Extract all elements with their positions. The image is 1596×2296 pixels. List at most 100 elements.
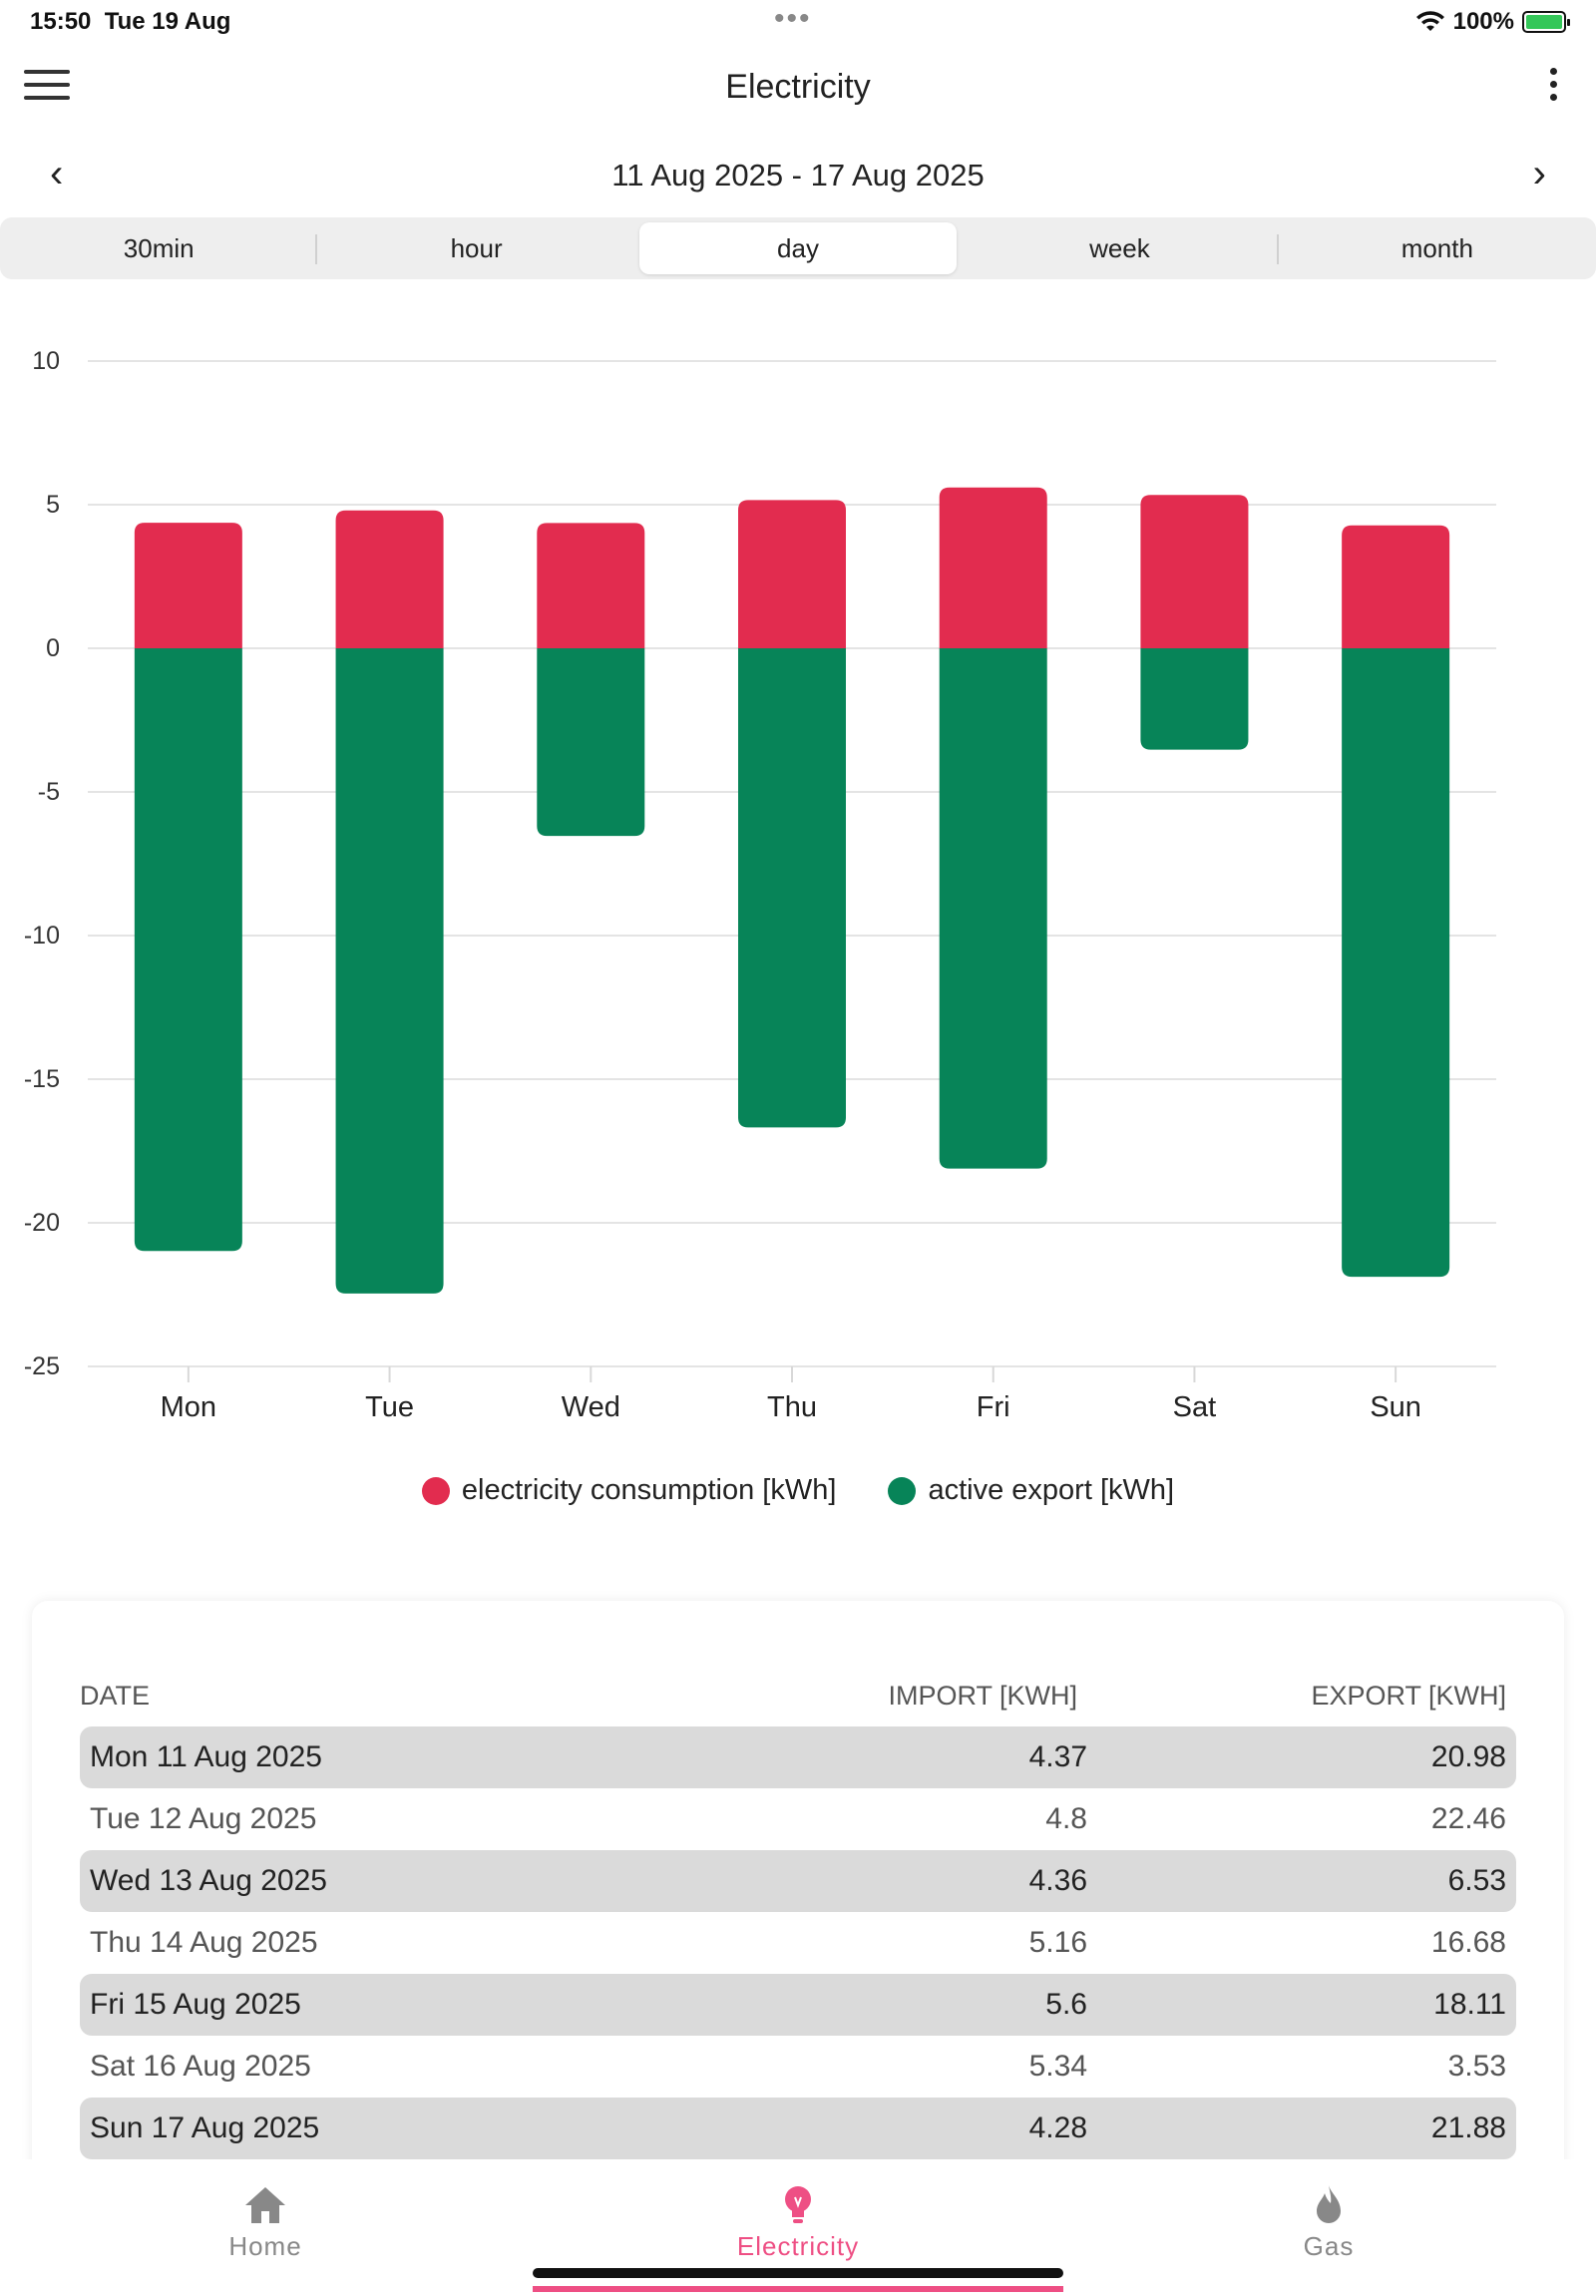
x-tick-label: Sat bbox=[1173, 1391, 1217, 1423]
bar-export bbox=[1140, 648, 1249, 750]
flame-icon bbox=[1317, 2185, 1341, 2223]
tab-electricity-label: Electricity bbox=[736, 2231, 860, 2261]
chart-canvas: 10 5 0 -5 -10 -15 -20 -25 Mon Tue Wed Thu Fri Sat Sun bbox=[24, 347, 1496, 1423]
segment-day[interactable]: day bbox=[638, 222, 958, 274]
cell-import: 5.16 bbox=[1028, 1926, 1087, 1959]
cell-date: Sat 16 Aug 2025 bbox=[90, 2050, 311, 2083]
cell-date: Wed 13 Aug 2025 bbox=[90, 1864, 327, 1897]
cell-import: 4.37 bbox=[1028, 1740, 1087, 1773]
cell-date: Sun 17 Aug 2025 bbox=[90, 2111, 320, 2144]
y-tick-label: 5 bbox=[46, 491, 60, 519]
segment-30min[interactable]: 30min bbox=[0, 222, 318, 274]
home-indicator bbox=[533, 2268, 1063, 2278]
bar-consumption bbox=[939, 487, 1047, 648]
battery-icon bbox=[1522, 11, 1570, 33]
cell-export: 22.46 bbox=[1430, 1802, 1506, 1835]
table-row: Fri 15 Aug 2025 5.6 18.11 bbox=[80, 1974, 1516, 2036]
wifi-icon bbox=[1415, 11, 1444, 31]
multitasking-dots-icon[interactable]: ••• bbox=[774, 2, 812, 35]
bar-export bbox=[939, 648, 1047, 1169]
x-tick-label: Sun bbox=[1370, 1391, 1421, 1423]
segment-hour[interactable]: hour bbox=[450, 233, 503, 263]
cell-import: 5.34 bbox=[1028, 2050, 1087, 2083]
status-right: 100% bbox=[1415, 8, 1570, 36]
date-navigator: ‹ 11 Aug 2025 - 17 Aug 2025 › bbox=[0, 150, 1596, 201]
x-tick-label: Thu bbox=[767, 1391, 817, 1423]
date-range-label: 11 Aug 2025 - 17 Aug 2025 bbox=[611, 158, 985, 192]
column-header-export: EXPORT [KWH] bbox=[1311, 1681, 1506, 1711]
cell-export: 6.53 bbox=[1447, 1864, 1506, 1897]
tab-home-label: Home bbox=[228, 2231, 302, 2261]
status-clock: 15:50 bbox=[30, 8, 92, 35]
cell-date: Tue 12 Aug 2025 bbox=[90, 1802, 317, 1835]
status-time: 15:50 Tue 19 Aug bbox=[30, 8, 230, 36]
y-tick-label: -15 bbox=[24, 1065, 60, 1093]
hamburger-menu-icon[interactable] bbox=[24, 70, 70, 106]
table-row: Tue 12 Aug 2025 4.8 22.46 bbox=[80, 1788, 1516, 1850]
legend-item-consumption[interactable]: electricity consumption [kWh] bbox=[421, 1474, 837, 1507]
chevron-left-icon[interactable]: ‹ bbox=[50, 152, 64, 195]
bar-export bbox=[335, 648, 444, 1294]
active-tab-indicator bbox=[533, 2286, 1063, 2292]
cell-import: 5.6 bbox=[1045, 1988, 1087, 2021]
column-header-date: DATE bbox=[80, 1681, 151, 1711]
chart-legend: electricity consumption [kWh] active exp… bbox=[0, 1474, 1596, 1513]
status-bar: 15:50 Tue 19 Aug ••• 100% bbox=[0, 0, 1596, 46]
bar-consumption bbox=[335, 510, 444, 648]
status-date: Tue 19 Aug bbox=[104, 8, 231, 35]
bar-export bbox=[738, 648, 846, 1128]
cell-export: 20.98 bbox=[1430, 1740, 1506, 1773]
table-row: Mon 11 Aug 2025 4.37 20.98 bbox=[80, 1726, 1516, 1788]
cell-import: 4.36 bbox=[1028, 1864, 1087, 1897]
tab-gas[interactable]: Gas bbox=[1229, 2183, 1428, 2262]
x-tick-label: Wed bbox=[562, 1391, 620, 1423]
table-row: Wed 13 Aug 2025 4.36 6.53 bbox=[80, 1850, 1516, 1912]
cell-date: Fri 15 Aug 2025 bbox=[90, 1988, 301, 2021]
battery-percent: 100% bbox=[1452, 8, 1514, 35]
home-icon bbox=[245, 2187, 285, 2223]
bar-consumption bbox=[1342, 525, 1450, 648]
table-row: Sat 16 Aug 2025 5.34 3.53 bbox=[80, 2036, 1516, 2098]
y-tick-label: 0 bbox=[46, 634, 60, 662]
legend-label-consumption: electricity consumption [kWh] bbox=[461, 1474, 837, 1506]
legend-item-export[interactable]: active export [kWh] bbox=[888, 1474, 1174, 1507]
y-tick-label: -10 bbox=[24, 922, 60, 950]
energy-bar-chart: 10 5 0 -5 -10 -15 -20 -25 Mon Tue Wed Thu Fri Sat Sun bbox=[0, 289, 1596, 1423]
x-tick-label: Mon bbox=[161, 1391, 216, 1423]
more-vertical-icon[interactable] bbox=[1546, 68, 1560, 108]
bar-export bbox=[1342, 648, 1450, 1278]
cell-import: 4.8 bbox=[1045, 1802, 1087, 1835]
tab-gas-label: Gas bbox=[1303, 2231, 1355, 2261]
table-body: Mon 11 Aug 2025 4.37 20.98 Tue 12 Aug 20… bbox=[80, 1726, 1516, 2159]
bar-consumption bbox=[134, 523, 242, 648]
bar-consumption bbox=[1140, 495, 1249, 648]
y-tick-label: -25 bbox=[24, 1352, 60, 1380]
lightbulb-icon bbox=[785, 2186, 811, 2223]
y-tick-label: -5 bbox=[38, 778, 60, 806]
cell-export: 3.53 bbox=[1447, 2050, 1506, 2083]
tab-electricity[interactable]: Electricity bbox=[698, 2183, 898, 2262]
cell-import: 4.28 bbox=[1028, 2111, 1087, 2144]
x-tick-label: Tue bbox=[365, 1391, 414, 1423]
cell-date: Mon 11 Aug 2025 bbox=[90, 1740, 322, 1773]
app-header: Electricity bbox=[0, 56, 1596, 120]
y-tick-label: 10 bbox=[32, 347, 60, 375]
daily-data-table: DATE IMPORT [KWH] EXPORT [KWH] Mon 11 Au… bbox=[32, 1601, 1564, 2239]
segment-week[interactable]: week bbox=[961, 222, 1280, 274]
bar-export bbox=[134, 648, 242, 1252]
legend-label-export: active export [kWh] bbox=[928, 1474, 1175, 1506]
tab-home[interactable]: Home bbox=[166, 2183, 365, 2262]
page-title: Electricity bbox=[725, 68, 871, 106]
bar-consumption bbox=[537, 523, 645, 648]
chevron-right-icon[interactable]: › bbox=[1532, 152, 1546, 195]
table-header: DATE IMPORT [KWH] EXPORT [KWH] bbox=[80, 1681, 1506, 1721]
cell-export: 18.11 bbox=[1433, 1988, 1506, 2021]
table-row: Sun 17 Aug 2025 4.28 21.88 bbox=[80, 2098, 1516, 2159]
cell-date: Thu 14 Aug 2025 bbox=[90, 1926, 318, 1959]
legend-dot-export bbox=[888, 1476, 917, 1505]
segment-month: month bbox=[1400, 233, 1473, 263]
bar-consumption bbox=[738, 500, 846, 648]
cell-export: 16.68 bbox=[1430, 1926, 1506, 1959]
interval-segmented-control: 30min hour day week month bbox=[0, 217, 1596, 279]
cell-export: 21.88 bbox=[1430, 2111, 1506, 2144]
